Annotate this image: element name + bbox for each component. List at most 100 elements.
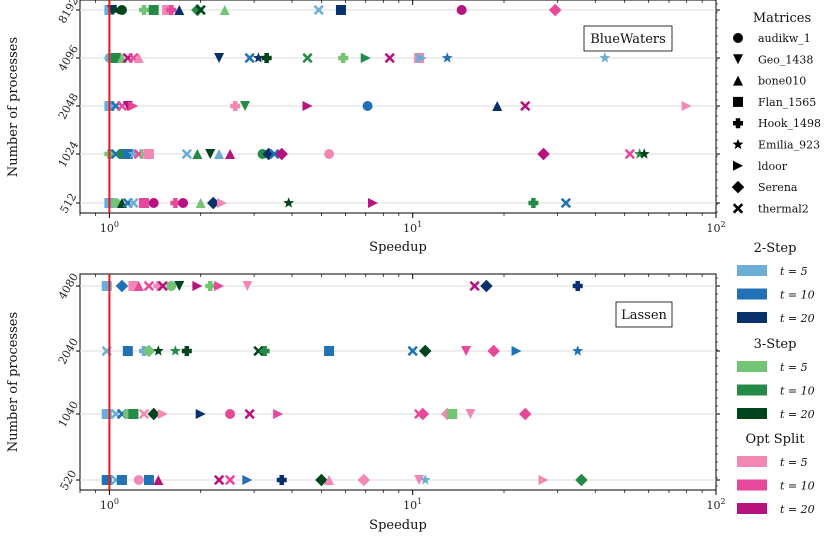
data-point: [148, 5, 159, 15]
data-point: [407, 345, 418, 357]
data-point: [128, 409, 139, 419]
data-point: [128, 101, 139, 111]
data-point: [116, 149, 127, 159]
data-point: [244, 52, 255, 64]
data-point: [207, 196, 220, 210]
legend-matrix-label: Geo_1438: [758, 53, 813, 66]
data-point: [181, 346, 192, 356]
data-point: [419, 344, 432, 358]
data-point: [195, 4, 206, 16]
data-point: [416, 53, 427, 63]
legend-item-label: t = 5: [780, 361, 808, 374]
data-point: [213, 474, 225, 486]
legend-group-title: 3-Step: [754, 337, 797, 352]
data-point: [122, 346, 133, 356]
legend-matrix-label: bone010: [758, 75, 806, 88]
data-point: [115, 279, 129, 293]
legend-marker-triangle-down: [733, 54, 743, 65]
legend-item-label: t = 20: [780, 503, 815, 516]
data-point: [101, 475, 112, 485]
data-point: [261, 53, 272, 63]
data-point: [205, 149, 216, 159]
data-point: [313, 4, 324, 16]
data-point: [143, 149, 154, 159]
data-point: [269, 148, 280, 160]
legend-swatch: [737, 312, 767, 323]
data-point: [520, 100, 531, 112]
x-axis-label: Speedup: [369, 518, 427, 533]
data-point: [338, 53, 349, 63]
data-point: [116, 5, 127, 15]
legend-swatch: [737, 479, 767, 491]
legend-item-label: t = 10: [780, 480, 815, 493]
data-point: [110, 4, 122, 15]
data-point: [148, 198, 159, 208]
data-point: [259, 346, 270, 356]
data-point: [638, 148, 650, 159]
data-point: [362, 101, 373, 111]
data-point: [414, 475, 425, 485]
data-point: [487, 344, 500, 358]
data-point: [538, 475, 549, 485]
data-point: [214, 149, 225, 159]
data-point: [242, 475, 253, 485]
x-tick-label: 102: [706, 220, 725, 235]
legend-item-label: t = 5: [780, 265, 808, 278]
data-point: [224, 474, 236, 486]
panel-title-box: [615, 301, 673, 328]
data-point: [110, 148, 121, 160]
x-tick-label: 101: [403, 497, 422, 512]
data-point: [302, 52, 313, 64]
legend-swatch: [737, 265, 767, 276]
legend-item-label: t = 10: [780, 385, 815, 398]
data-point: [110, 53, 121, 63]
data-point: [143, 280, 155, 292]
legend-matrix-label: Flan_1565: [758, 96, 816, 109]
legend-marker-x: [732, 203, 744, 214]
data-point: [133, 53, 144, 63]
legend-swatch: [737, 384, 767, 396]
data-point: [214, 281, 225, 291]
data-point: [575, 473, 588, 487]
data-point: [192, 281, 203, 291]
panel-title: BlueWaters: [590, 32, 666, 47]
data-point: [230, 101, 241, 111]
data-point: [244, 408, 255, 420]
data-point: [153, 281, 164, 291]
data-point: [634, 148, 646, 159]
data-point: [441, 52, 453, 63]
data-point: [537, 147, 550, 161]
data-point: [157, 409, 168, 419]
legend-group-title: 2-Step: [754, 241, 797, 256]
legend-item-label: t = 10: [780, 289, 815, 302]
data-point: [572, 281, 583, 291]
legend-matrix-label: Hook_1498: [758, 117, 821, 130]
legend-item-label: t = 5: [780, 456, 808, 469]
data-point: [624, 148, 636, 160]
data-point: [101, 409, 112, 419]
data-point: [572, 345, 584, 356]
data-point: [191, 3, 204, 17]
data-point: [419, 474, 431, 485]
legend-swatch: [737, 503, 767, 514]
x-axis-label: Speedup: [369, 240, 427, 255]
data-point: [357, 473, 371, 487]
data-point: [242, 281, 253, 291]
data-point: [283, 197, 295, 208]
data-point: [128, 281, 139, 291]
y-axis-label: Number of processes: [6, 312, 21, 452]
x-tick-label: 101: [403, 220, 422, 235]
data-point: [142, 344, 156, 358]
data-point: [252, 52, 264, 63]
data-point: [548, 3, 562, 17]
data-point: [275, 147, 288, 161]
data-point: [518, 407, 532, 421]
data-point: [447, 409, 458, 419]
data-point: [195, 198, 206, 208]
data-point: [324, 149, 335, 159]
data-point: [205, 281, 216, 291]
data-point: [128, 197, 139, 209]
data-point: [216, 198, 227, 208]
data-point: [360, 53, 371, 63]
